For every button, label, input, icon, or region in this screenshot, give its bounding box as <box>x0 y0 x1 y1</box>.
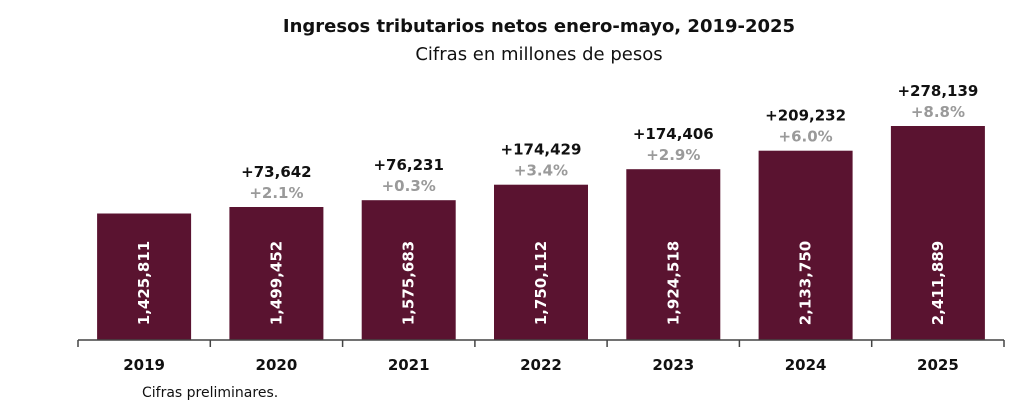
bar-value-label: 1,750,112 <box>532 241 550 325</box>
chart-title: Ingresos tributarios netos enero-mayo, 2… <box>282 16 796 37</box>
x-tick-label: 2023 <box>652 356 694 374</box>
change-percent-label: +2.9% <box>646 146 700 164</box>
change-percent-label: +3.4% <box>514 162 568 180</box>
change-percent-label: +6.0% <box>779 128 833 146</box>
bar-2023 <box>626 169 721 340</box>
bar-2021 <box>361 200 456 340</box>
x-tick-label: 2020 <box>256 356 298 374</box>
x-tick-label: 2022 <box>520 356 562 374</box>
x-tick-label: 2024 <box>785 356 827 374</box>
change-absolute-label: +76,231 <box>373 156 443 174</box>
footnote: Cifras preliminares. <box>142 385 279 401</box>
change-absolute-label: +174,406 <box>633 125 714 143</box>
chart-subtitle: Cifras en millones de pesos <box>415 44 663 65</box>
x-tick-label: 2021 <box>388 356 430 374</box>
change-absolute-label: +73,642 <box>241 163 311 181</box>
change-absolute-label: +278,139 <box>897 82 978 100</box>
bar-value-label: 1,575,683 <box>400 241 418 325</box>
change-percent-label: +0.3% <box>382 177 436 195</box>
change-percent-label: +8.8% <box>911 103 965 121</box>
bar-2024 <box>758 150 853 340</box>
change-percent-label: +2.1% <box>249 184 303 202</box>
bar-value-label: 2,411,889 <box>929 241 947 325</box>
bar-value-label: 1,924,518 <box>664 241 682 325</box>
bar-value-label: 1,499,452 <box>267 241 285 325</box>
bar-2019 <box>97 213 192 340</box>
x-tick-label: 2025 <box>917 356 959 374</box>
bar-2020 <box>229 207 324 340</box>
change-absolute-label: +174,429 <box>501 141 582 159</box>
bar-2025 <box>890 126 985 340</box>
bar-value-label: 2,133,750 <box>797 241 815 325</box>
bar-2022 <box>494 184 588 340</box>
bar-value-label: 1,425,811 <box>135 241 153 325</box>
change-absolute-label: +209,232 <box>765 107 846 125</box>
x-tick-label: 2019 <box>123 356 165 374</box>
